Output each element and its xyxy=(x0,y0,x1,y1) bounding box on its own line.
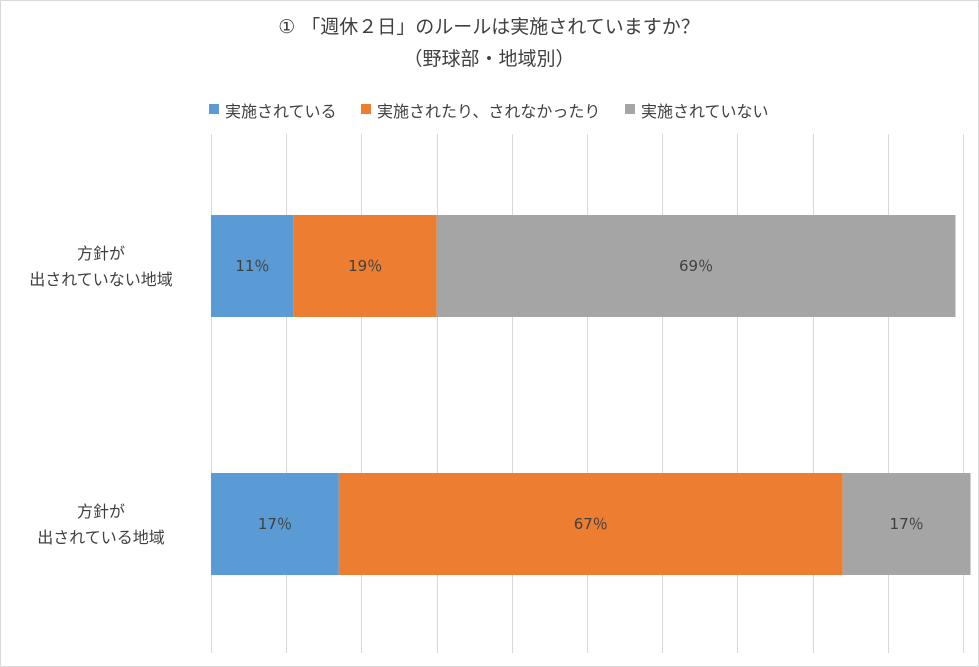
category-label: 方針が xyxy=(77,244,125,263)
bar-segment xyxy=(211,215,294,317)
data-label: 17％ xyxy=(890,515,924,533)
bar-segment xyxy=(842,473,971,575)
data-label: 17％ xyxy=(258,515,292,533)
legend-label: 実施されたり、されなかったり xyxy=(377,102,600,121)
bar-segment xyxy=(436,215,956,317)
bar-segment xyxy=(293,215,437,317)
legend: 実施されている 実施されたり、されなかったり 実施されていない xyxy=(209,102,769,121)
data-label: 67％ xyxy=(574,515,608,533)
legend-label: 実施されていない xyxy=(641,102,769,121)
data-label: 69％ xyxy=(679,257,713,275)
category-label: 方針が xyxy=(77,502,125,521)
legend-swatch xyxy=(209,104,219,114)
legend-swatch xyxy=(361,104,371,114)
bars xyxy=(211,215,971,575)
data-label: 11％ xyxy=(235,257,269,275)
legend-swatch xyxy=(625,104,635,114)
data-label: 19％ xyxy=(348,257,382,275)
chart-subtitle: （野球部・地域別） xyxy=(403,48,574,70)
gridlines xyxy=(211,134,964,653)
chart-title: ① 「週休２日」のルールは実施されていますか？ xyxy=(278,16,700,38)
legend-label: 実施されている xyxy=(225,102,337,121)
data-labels: 11％ 19％ 69％ 17％ 67％ 17％ xyxy=(235,257,923,533)
category-label: 出されている地域 xyxy=(37,528,165,547)
bar-segment xyxy=(211,473,339,575)
category-label: 出されていない地域 xyxy=(29,270,173,289)
bar-segment xyxy=(338,473,843,575)
